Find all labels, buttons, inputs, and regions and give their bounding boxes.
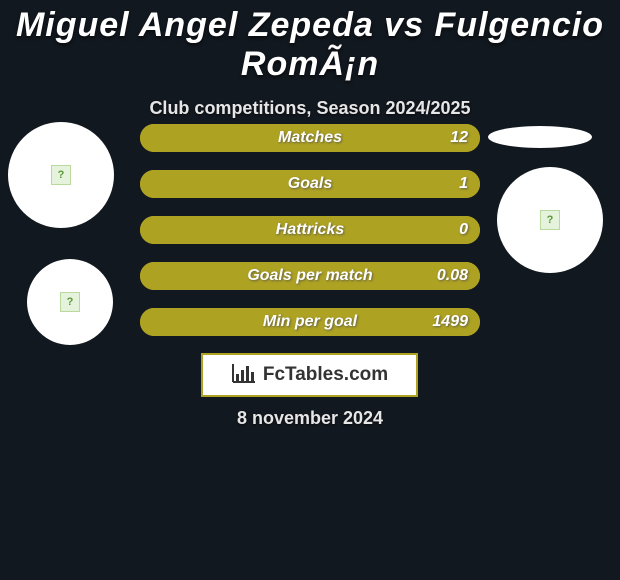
left-small-circle: ? — [27, 259, 113, 345]
stat-label: Min per goal — [263, 313, 357, 331]
right-circle: ? — [497, 167, 603, 273]
left-large-circle: ? — [8, 122, 114, 228]
date-label: 8 november 2024 — [0, 408, 620, 429]
stat-label: Matches — [278, 129, 342, 147]
page-title: Miguel Angel Zepeda vs Fulgencio RomÃ¡n — [0, 0, 620, 84]
stat-value: 0.08 — [437, 267, 468, 285]
image-placeholder-icon: ? — [51, 165, 71, 185]
stat-row-matches: Matches 12 — [140, 124, 480, 152]
stat-row-hattricks: Hattricks 0 — [140, 216, 480, 244]
brand-box[interactable]: FcTables.com — [201, 353, 418, 397]
right-ellipse — [488, 126, 592, 148]
stat-label: Goals per match — [247, 267, 372, 285]
stat-label: Goals — [288, 175, 332, 193]
page-subtitle: Club competitions, Season 2024/2025 — [0, 98, 620, 119]
stat-value: 0 — [459, 221, 468, 239]
stat-value: 1 — [459, 175, 468, 193]
stat-row-min-per-goal: Min per goal 1499 — [140, 308, 480, 336]
stat-row-goals-per-match: Goals per match 0.08 — [140, 262, 480, 290]
stats-container: Matches 12 Goals 1 Hattricks 0 Goals per… — [140, 124, 480, 354]
brand-text: FcTables.com — [263, 364, 388, 386]
image-placeholder-icon: ? — [540, 210, 560, 230]
stat-label: Hattricks — [276, 221, 344, 239]
stat-value: 12 — [450, 129, 468, 147]
barchart-icon — [231, 362, 257, 389]
image-placeholder-icon: ? — [60, 292, 80, 312]
stat-row-goals: Goals 1 — [140, 170, 480, 198]
stat-value: 1499 — [432, 313, 468, 331]
